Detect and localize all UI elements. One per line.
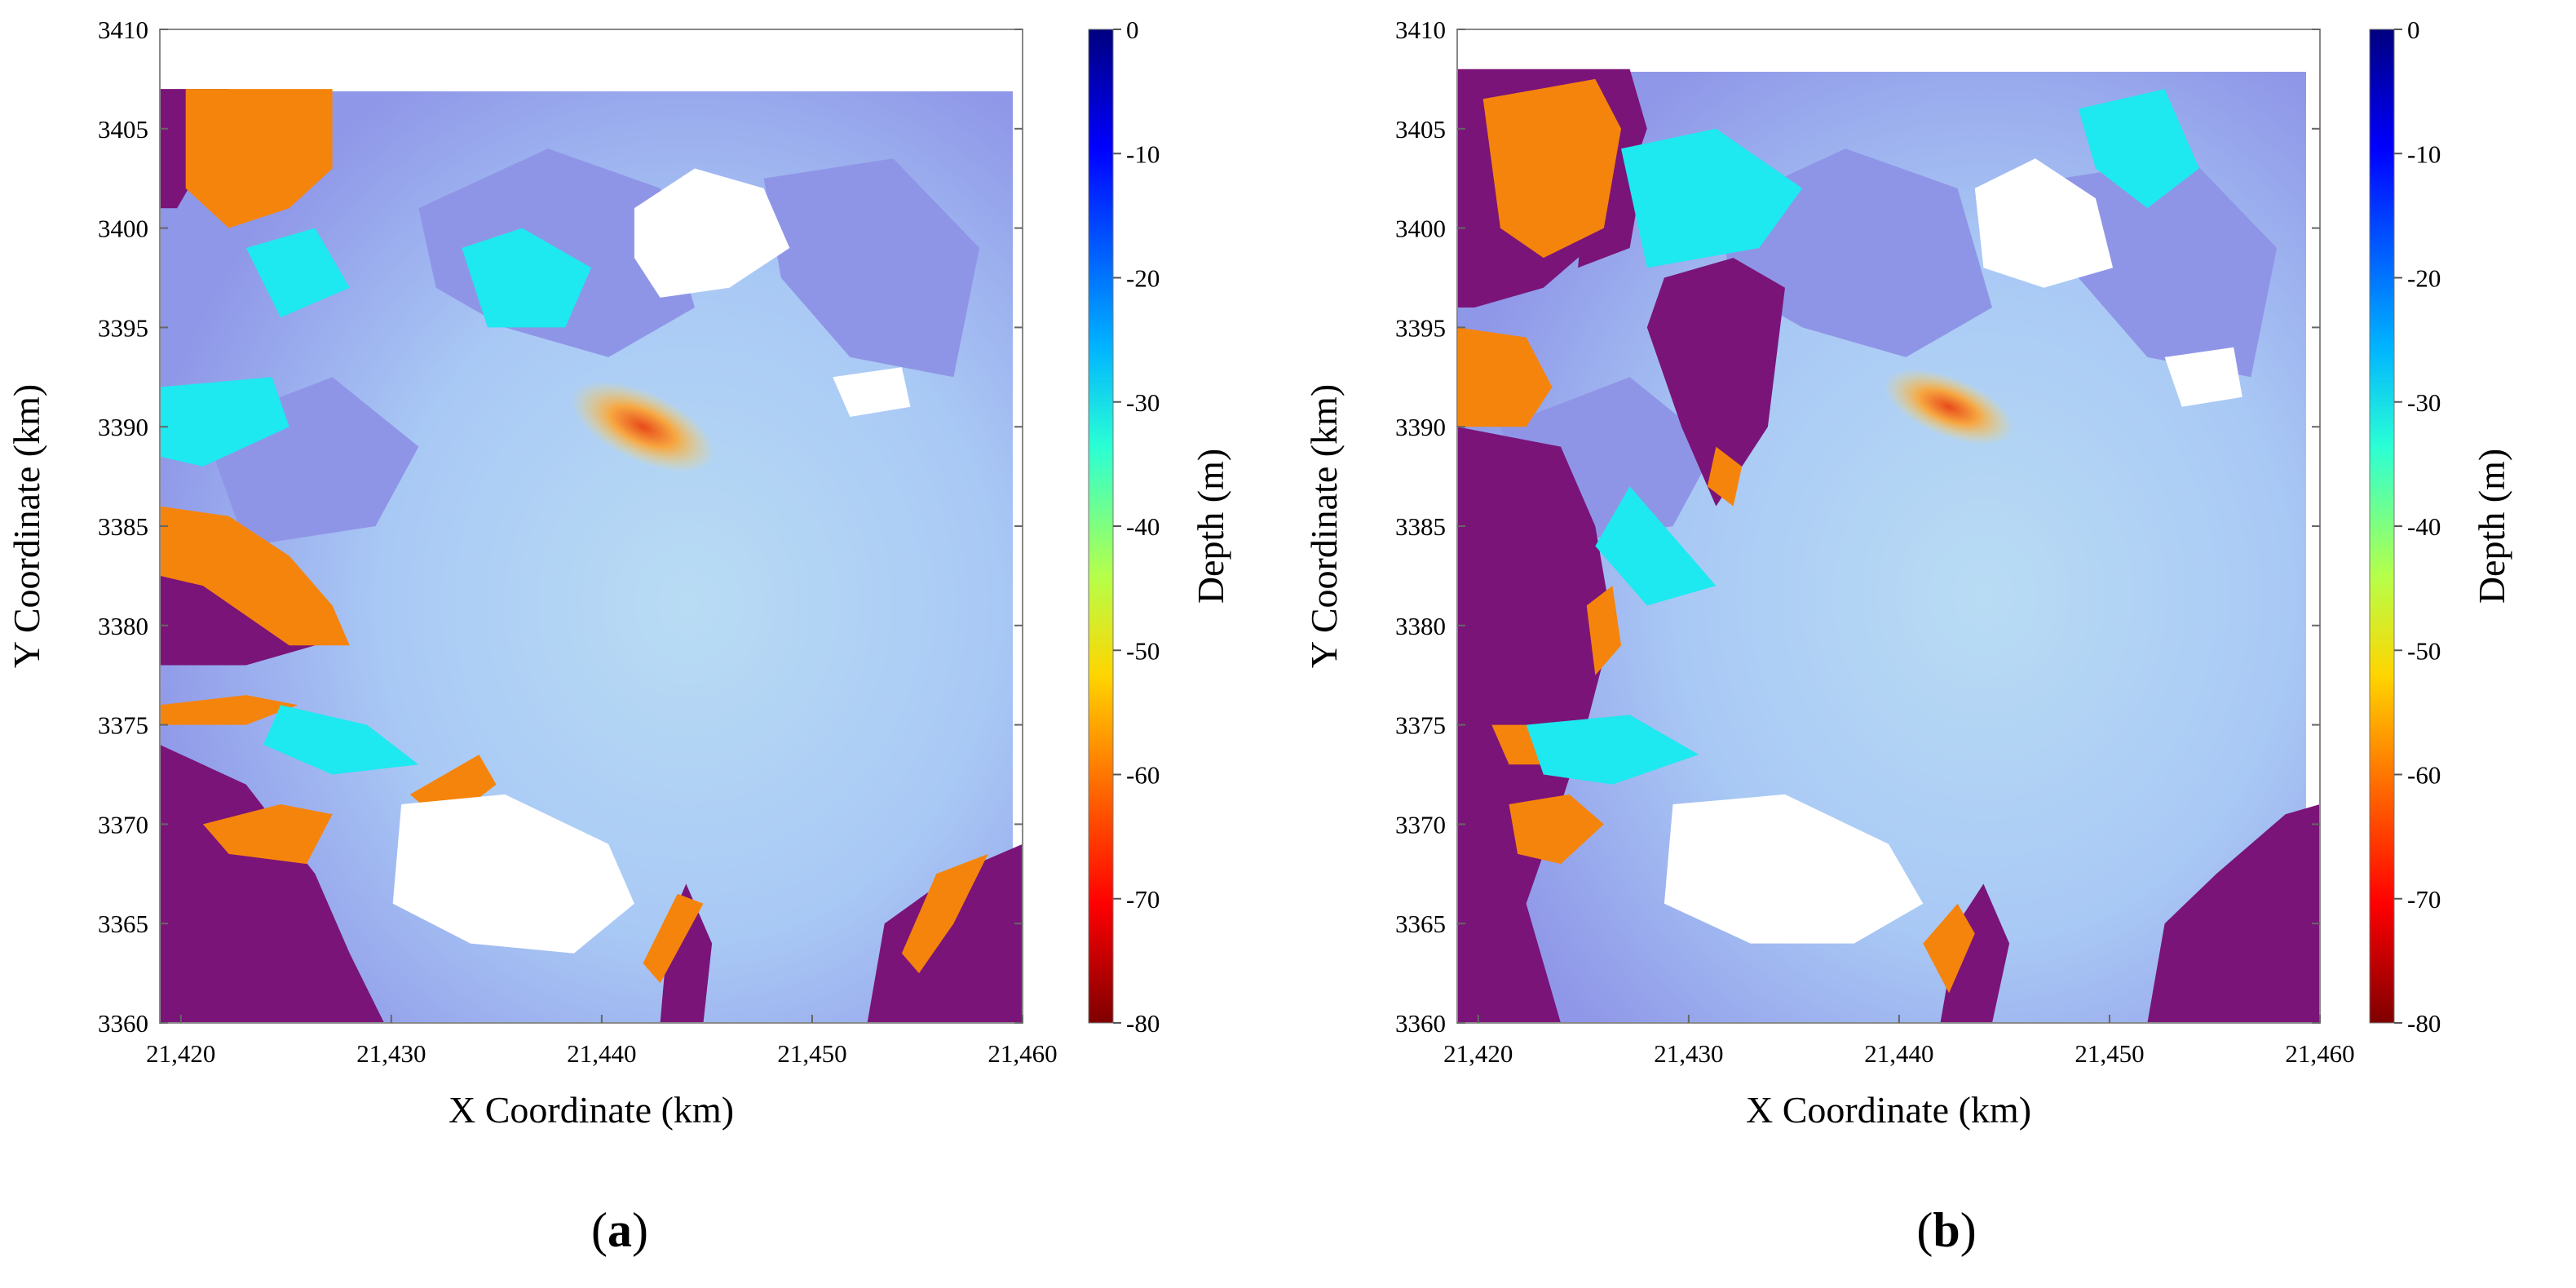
colorbar-tick-label: -40 — [2407, 512, 2441, 541]
land-region — [160, 745, 385, 1023]
colorbar-tick-label: -50 — [2407, 636, 2441, 665]
shallow-orange — [901, 853, 988, 974]
shallow-orange — [1482, 78, 1621, 259]
y-tick-label: 3385 — [1395, 512, 1446, 541]
no-data-island — [392, 794, 634, 954]
cyan-band — [160, 377, 289, 467]
x-tick-label: 21,440 — [567, 1039, 636, 1068]
cyan-band — [263, 705, 419, 775]
colorbar-tick-label: -70 — [1126, 885, 1160, 914]
y-tick-label: 3375 — [98, 711, 148, 740]
colorbar-tick-label: 0 — [1126, 15, 1139, 44]
y-tick-label: 3385 — [98, 512, 148, 541]
y-tick-label: 3390 — [98, 413, 148, 441]
cyan-band — [1621, 128, 1803, 268]
colorbar-tick-label: -70 — [2407, 885, 2441, 914]
depth-field — [160, 89, 1023, 1023]
cyan-band — [2078, 89, 2199, 209]
no-data-island — [833, 367, 911, 417]
land-region — [2147, 804, 2320, 1023]
colorbar-tick-label: -50 — [1126, 636, 1160, 665]
y-tick-label: 3395 — [1395, 313, 1446, 342]
colorbar-tick-label: -80 — [1126, 1009, 1160, 1038]
shallow-orange — [160, 506, 350, 646]
no-data-island — [1974, 158, 2114, 288]
no-data-island — [2164, 347, 2242, 407]
y-tick-label: 3360 — [98, 1009, 148, 1038]
land-region — [1646, 258, 1785, 507]
y-tick-label: 3380 — [1395, 612, 1446, 640]
no-data-island — [634, 168, 790, 298]
x-tick-label: 21,460 — [988, 1039, 1057, 1068]
colorbar-tick-label: -60 — [2407, 761, 2441, 790]
y-tick-label: 3400 — [1395, 215, 1446, 243]
y-tick-label: 3390 — [1395, 413, 1446, 441]
violet-patch — [2061, 158, 2278, 378]
y-tick-label: 3400 — [98, 215, 148, 243]
colorbar-tick-label: -20 — [1126, 264, 1160, 293]
colorbar-tick-label: -30 — [2407, 388, 2441, 417]
x-tick-label: 21,420 — [1443, 1039, 1513, 1068]
cyan-band — [1595, 486, 1717, 606]
y-axis-title: Y Coordinate (km) — [6, 384, 47, 668]
cyan-band — [1526, 715, 1699, 785]
panel-a: 21,420 21,430 21,440 21,450 21,460 3360 3365 33… — [6, 15, 1231, 1257]
shallow-orange — [1586, 586, 1621, 675]
y-tick-label: 3365 — [98, 910, 148, 938]
y-tick-label: 3410 — [1395, 15, 1446, 44]
x-tick-label: 21,450 — [2074, 1039, 2144, 1068]
colorbar-tick-label: 0 — [2407, 15, 2420, 44]
y-tick-label: 3405 — [1395, 115, 1446, 144]
panel-b: 21,420 21,430 21,440 21,450 21,460 3360 3365 33… — [1303, 15, 2512, 1257]
colorbar-tick-label: -20 — [2407, 264, 2441, 293]
y-tick-label: 3375 — [1395, 711, 1446, 740]
x-tick-label: 21,430 — [1654, 1039, 1723, 1068]
y-tick-label: 3370 — [98, 810, 148, 839]
colorbar-tick-label: -40 — [1126, 512, 1160, 541]
x-tick-label: 21,440 — [1864, 1039, 1933, 1068]
y-axis-title: Y Coordinate (km) — [1303, 384, 1345, 668]
cyan-band — [245, 228, 350, 318]
cyan-band — [462, 228, 591, 328]
shallow-orange — [1923, 903, 1975, 994]
shallow-orange — [643, 893, 704, 984]
shallow-orange — [202, 804, 333, 865]
shallow-orange — [1457, 327, 1553, 427]
land-region — [1940, 883, 2010, 1023]
x-tick-label: 21,420 — [146, 1039, 215, 1068]
shallow-orange — [1707, 446, 1743, 507]
y-tick-label: 3405 — [98, 115, 148, 144]
y-tick-label: 3380 — [98, 612, 148, 640]
shallow-orange — [160, 695, 298, 725]
colorbar-tick-label: -10 — [2407, 139, 2441, 168]
x-axis-title: X Coordinate (km) — [1746, 1089, 2031, 1131]
colorbar-tick-label: -60 — [1126, 761, 1160, 790]
colorbar-title: Depth (m) — [2471, 449, 2512, 604]
shallow-orange — [185, 89, 333, 228]
colorbar — [1088, 29, 1114, 1024]
x-tick-label: 21,460 — [2285, 1039, 2354, 1068]
colorbar-title: Depth (m) — [1190, 449, 1231, 604]
x-axis-title: X Coordinate (km) — [448, 1089, 734, 1131]
violet-patch — [763, 158, 980, 378]
panel-label: (b) — [1916, 1203, 1976, 1257]
colorbar — [2369, 29, 2395, 1024]
shallow-orange — [1509, 794, 1604, 865]
colorbar-tick-label: -80 — [2407, 1009, 2441, 1038]
y-tick-label: 3410 — [98, 15, 148, 44]
no-data-island — [1664, 794, 1924, 944]
colorbar-tick-label: -10 — [1126, 139, 1160, 168]
x-tick-label: 21,450 — [777, 1039, 846, 1068]
deep-hotspot — [571, 381, 715, 472]
y-tick-label: 3365 — [1395, 910, 1446, 938]
x-tick-label: 21,430 — [356, 1039, 426, 1068]
deep-hotspot — [1884, 369, 2014, 445]
colorbar-tick-label: -30 — [1126, 388, 1160, 417]
y-tick-label: 3360 — [1395, 1009, 1446, 1038]
depth-field — [1457, 69, 2320, 1023]
y-tick-label: 3370 — [1395, 810, 1446, 839]
y-tick-label: 3395 — [98, 313, 148, 342]
panel-label: (a) — [591, 1203, 648, 1257]
